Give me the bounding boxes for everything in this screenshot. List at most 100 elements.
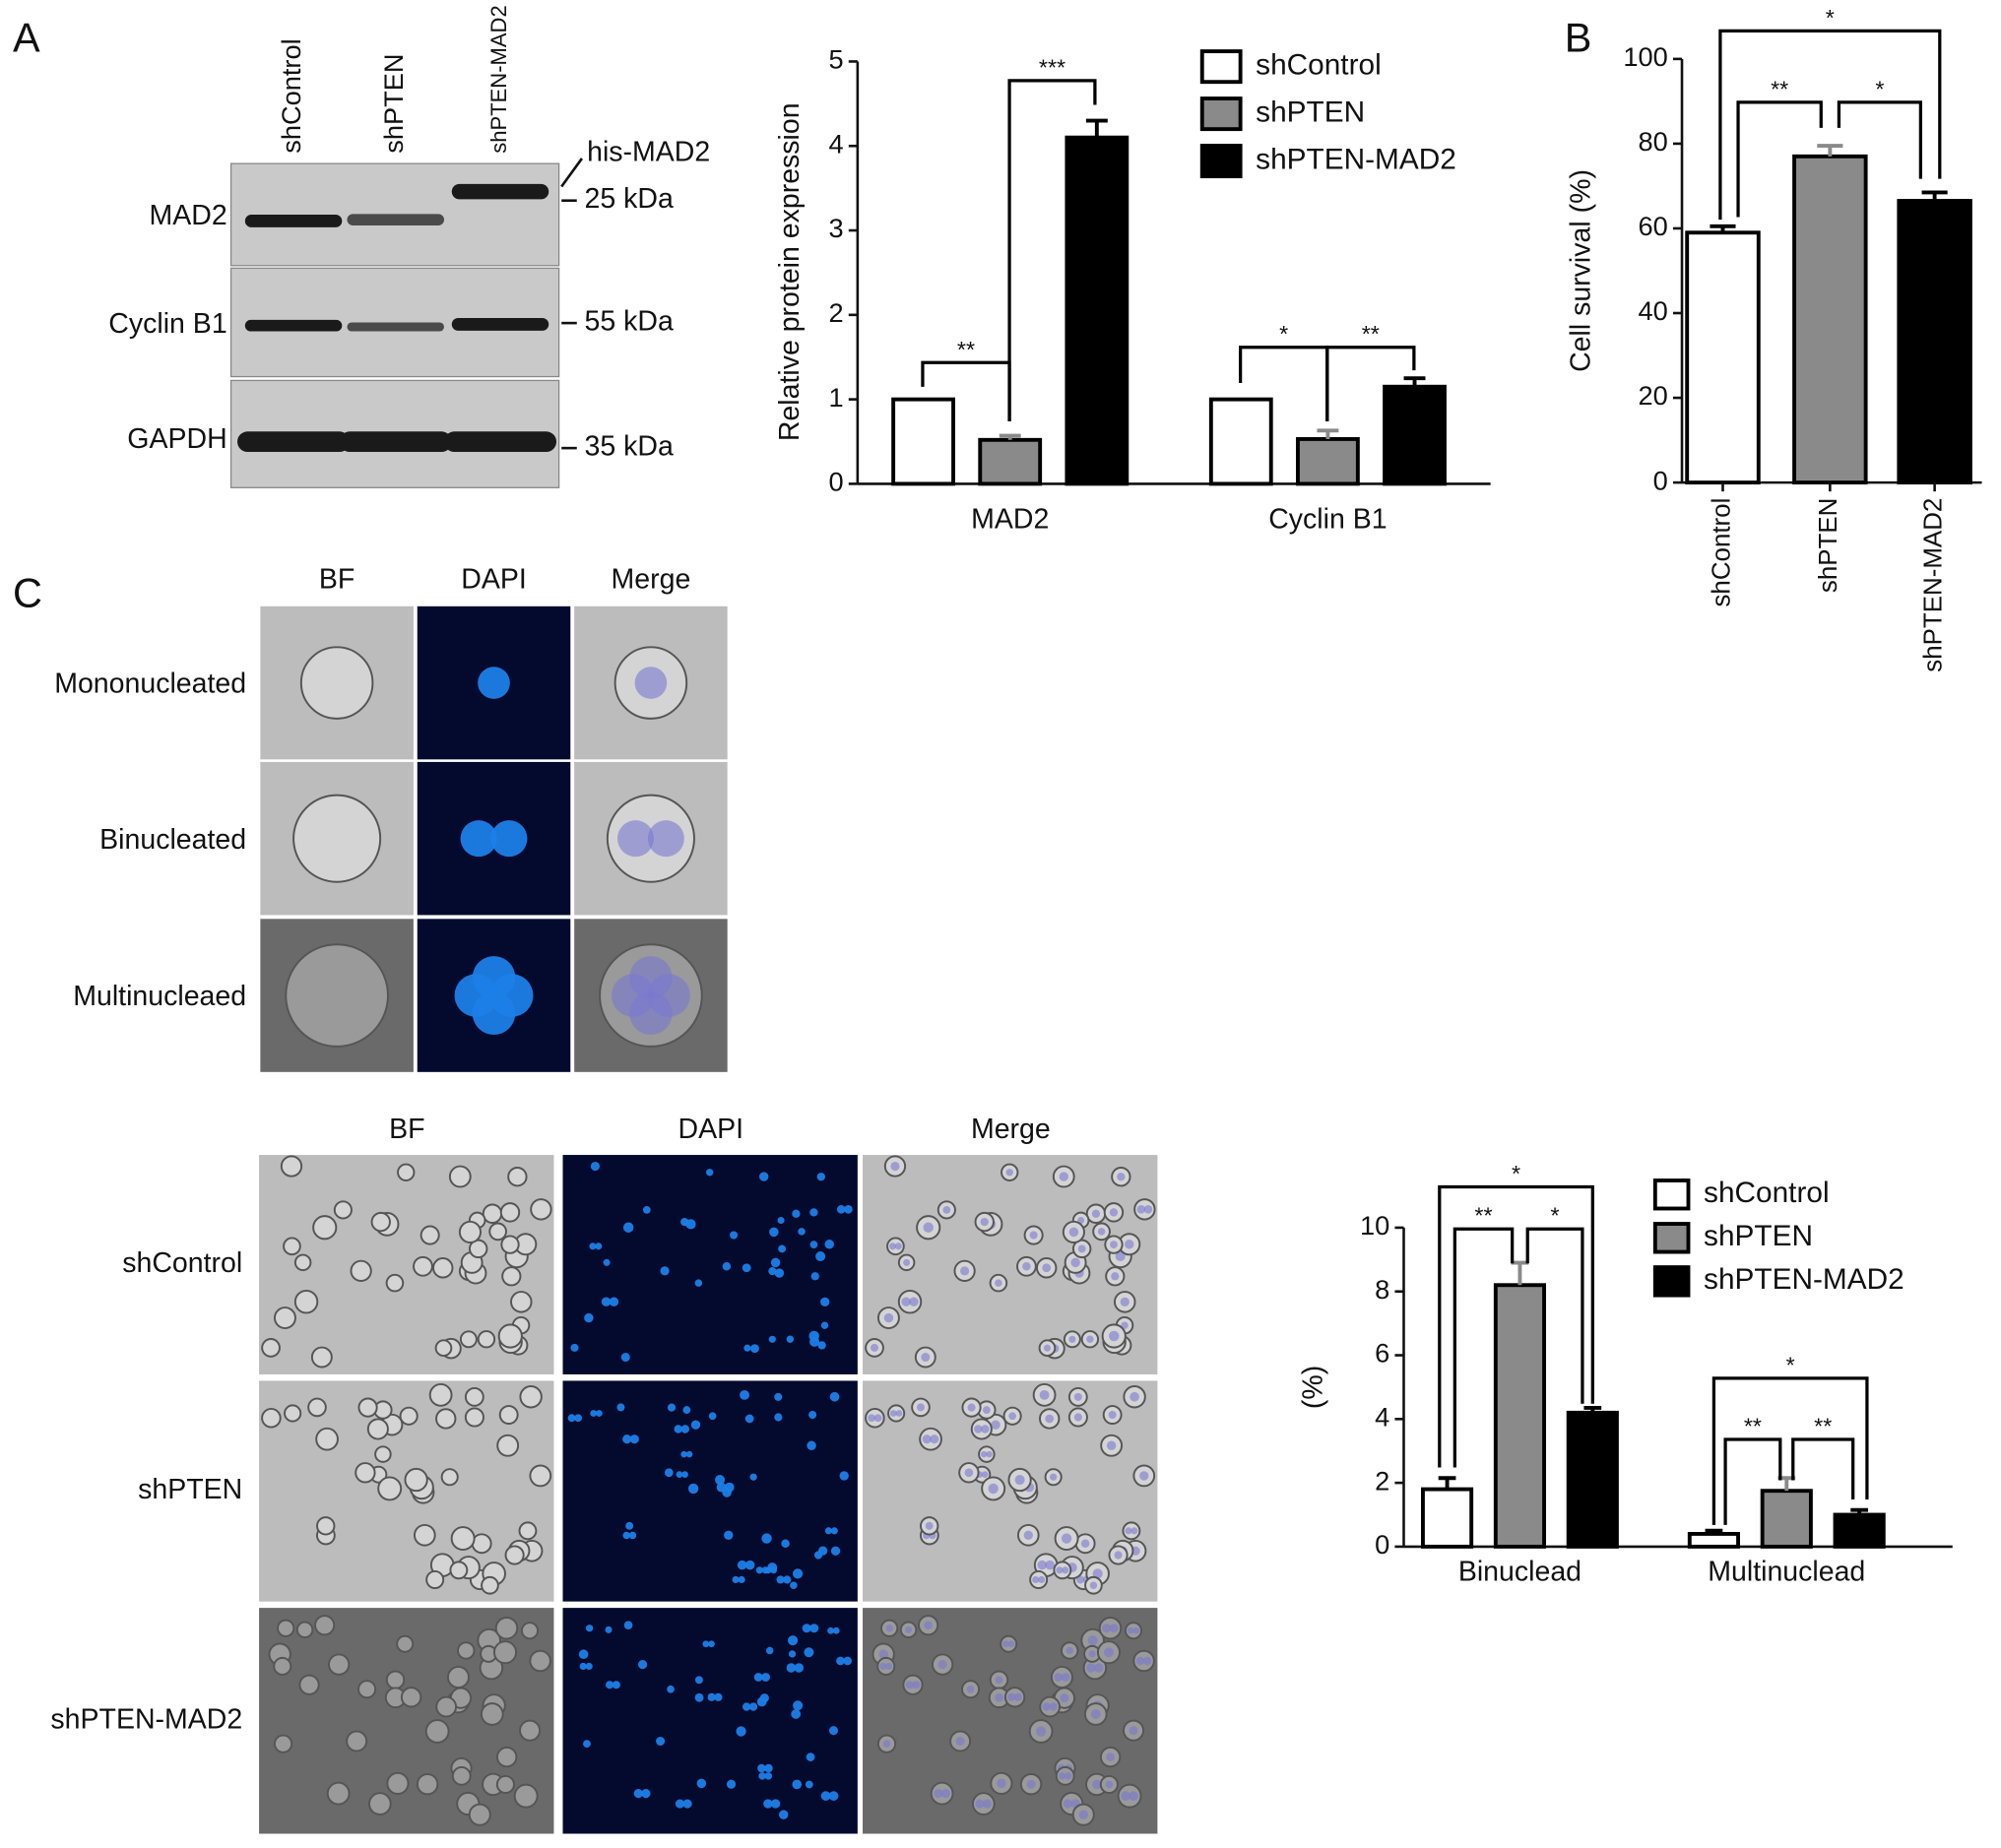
nucleus	[995, 1692, 1004, 1702]
nucleus	[983, 1799, 993, 1809]
cell-outline	[435, 1695, 458, 1718]
nucleus	[1061, 1673, 1070, 1682]
nucleus	[707, 1692, 716, 1701]
nucleus	[642, 1206, 651, 1214]
nucleus	[1076, 1575, 1085, 1584]
cell-outline	[370, 1211, 391, 1233]
nucleus	[806, 1752, 815, 1761]
column-header: Merge	[971, 1114, 1051, 1145]
cell-outline	[366, 1418, 389, 1440]
nucleus	[1078, 1810, 1088, 1819]
bar	[1687, 1532, 1740, 1549]
nucleus	[940, 1789, 951, 1799]
nucleus	[628, 1531, 637, 1540]
nucleus	[1002, 1640, 1009, 1648]
cell-outline	[299, 646, 374, 720]
nucleus	[774, 1392, 783, 1401]
error-bar	[1583, 1406, 1602, 1413]
cell-outline	[273, 1734, 293, 1753]
nucleus	[603, 1258, 611, 1266]
nucleus	[742, 1702, 751, 1711]
nucleus	[1091, 1209, 1101, 1218]
nucleus	[995, 1676, 1003, 1685]
nucleus	[460, 820, 497, 858]
row-label: Binucleated	[99, 824, 246, 856]
nucleus	[786, 1335, 795, 1343]
nucleus	[705, 1169, 714, 1177]
nucleus	[625, 1521, 634, 1530]
y-tick-label: 0	[1375, 1529, 1389, 1560]
significance-bracket	[1711, 1376, 1869, 1525]
nucleus	[839, 1471, 849, 1481]
nucleus	[736, 1726, 746, 1737]
nucleus	[590, 1161, 600, 1172]
cell-outline	[471, 1533, 492, 1555]
nucleus	[690, 1420, 701, 1430]
nucleus	[890, 1161, 900, 1172]
nucleus	[882, 1740, 891, 1749]
nucleus	[817, 1341, 826, 1350]
nucleus	[1130, 1391, 1139, 1402]
cell-outline	[488, 1222, 507, 1242]
bar	[1897, 199, 1972, 485]
nucleus	[680, 1217, 689, 1227]
panel-label: C	[13, 569, 42, 615]
nucleus	[878, 1649, 888, 1660]
nucleus	[585, 1625, 594, 1632]
nucleus	[1039, 1389, 1050, 1400]
nucleus	[923, 1222, 934, 1233]
blot-row-label: MAD2	[149, 200, 226, 231]
row-label: shControl	[122, 1247, 242, 1279]
nucleus	[1045, 1560, 1055, 1570]
nucleus	[1042, 1702, 1051, 1711]
nucleus	[1109, 1208, 1119, 1217]
bar	[1383, 384, 1447, 486]
nucleus	[759, 1172, 769, 1181]
nucleus	[764, 1763, 773, 1773]
nucleus	[737, 1560, 747, 1570]
nucleus	[883, 1312, 894, 1323]
nucleus	[879, 1662, 887, 1671]
nucleus	[1106, 1752, 1116, 1761]
nucleus	[1086, 1335, 1094, 1343]
cell-outline	[350, 1259, 372, 1282]
nucleus	[742, 1263, 751, 1273]
nucleus	[788, 1650, 797, 1658]
nucleus	[768, 1335, 776, 1343]
nucleus	[722, 1262, 732, 1271]
column-header: BF	[389, 1114, 424, 1145]
blot-row-label: Cyclin B1	[108, 308, 226, 340]
nucleus	[708, 1412, 717, 1421]
nucleus	[778, 1244, 787, 1253]
significance-bracket	[1438, 1184, 1594, 1468]
nucleus	[1062, 1566, 1069, 1574]
nucleus	[960, 1266, 970, 1276]
cell-outline	[327, 1653, 351, 1676]
nucleus	[778, 1810, 789, 1819]
cell-outline	[400, 1687, 422, 1708]
nucleus	[680, 1425, 690, 1434]
nucleus	[596, 1410, 603, 1417]
significance-label: *	[1786, 1352, 1795, 1377]
nucleus	[726, 1779, 737, 1789]
nucleus	[1136, 1205, 1146, 1214]
cell-outline	[530, 1198, 552, 1221]
y-axis-label: (%)	[1297, 1366, 1328, 1409]
legend-label: shControl	[1704, 1177, 1830, 1209]
nucleus	[871, 1343, 879, 1352]
nucleus	[633, 1789, 643, 1799]
bar	[1208, 397, 1273, 486]
cell-outline	[346, 1730, 368, 1752]
nucleus	[1127, 1626, 1134, 1634]
nucleus	[792, 1209, 801, 1218]
significance-label: **	[1744, 1414, 1762, 1439]
cell-outline	[413, 1523, 436, 1547]
nucleus	[827, 1626, 834, 1634]
nucleus	[660, 1266, 670, 1276]
nucleus	[681, 1471, 688, 1479]
nucleus	[570, 1343, 579, 1352]
y-tick-label: 0	[828, 467, 843, 497]
cell-outline	[499, 1202, 521, 1223]
cell-outline	[399, 1406, 419, 1426]
y-tick-label: 4	[828, 128, 843, 159]
